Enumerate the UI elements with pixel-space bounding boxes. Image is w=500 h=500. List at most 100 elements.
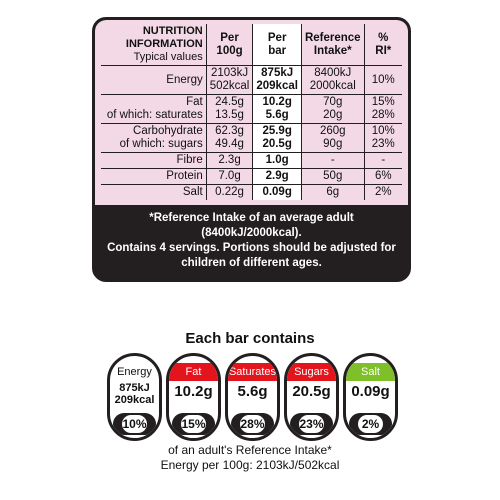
gda-footer: of an adult's Reference Intake* Energy p…	[0, 443, 500, 473]
traffic-light-name: Energy	[117, 366, 152, 378]
row-ri: 10% 23%	[363, 123, 402, 153]
table-row: Fat of which: saturates 24.5g 13.5g 10.2g 5…	[101, 94, 402, 124]
cell-line: 209kcal	[256, 80, 298, 92]
table-row: Protein 7.0g 2.9g 50g 6%	[101, 168, 402, 185]
row-label: Protein	[101, 168, 207, 185]
cell-line: 10%	[371, 73, 395, 86]
table-row: Carbohydrate of which: sugars 62.3g 49.4g …	[101, 123, 402, 153]
cell-line: 7.0g	[218, 170, 241, 182]
cell-line: -	[381, 154, 386, 166]
header-label-line: Typical values	[133, 51, 203, 63]
cell-line: 6%	[374, 170, 392, 182]
cell-line: 2000kcal	[309, 80, 356, 92]
row-perbar: 0.09g	[252, 184, 302, 200]
row-label: Energy	[101, 65, 207, 95]
traffic-light-value: 10.2g	[174, 383, 213, 400]
row-ref: 6g	[300, 184, 365, 200]
row-per100: 0.22g	[205, 184, 254, 200]
header-line: Intake*	[313, 44, 352, 57]
cell-line: 10.2g	[262, 96, 292, 108]
header-line: Reference	[304, 31, 361, 44]
header-line: RI*	[375, 44, 392, 57]
cell-line: 23%	[371, 138, 395, 150]
cell-line: 50g	[323, 170, 343, 182]
header-label-cell: NUTRITION INFORMATION Typical values	[101, 24, 207, 66]
cell-line: 1.0g	[265, 154, 289, 166]
traffic-light-pct-band: 28%	[231, 413, 274, 435]
footnote-line: *Reference Intake of an average adult (8…	[149, 212, 354, 239]
traffic-light-pct: 15%	[181, 415, 206, 433]
row-label: Fat of which: saturates	[101, 94, 207, 124]
table-row: Salt 0.22g 0.09g 6g 2%	[101, 184, 402, 200]
value-line: 209kcal	[114, 394, 155, 406]
row-perbar: 10.2g 5.6g	[252, 94, 302, 124]
row-label: Carbohydrate of which: sugars	[101, 123, 207, 153]
traffic-light-pct: 10%	[122, 415, 147, 433]
cell-line: 28%	[371, 109, 395, 121]
cell-line: 20g	[323, 109, 343, 121]
row-label: Salt	[101, 184, 207, 200]
row-label-line: Energy	[166, 73, 203, 86]
header-label-line: INFORMATION	[125, 38, 203, 50]
gda-footer-line: of an adult's Reference Intake*	[168, 443, 332, 457]
traffic-light-pct-band: 10%	[113, 413, 156, 435]
row-ri: 2%	[363, 184, 402, 200]
traffic-light-value: 5.6g	[237, 383, 268, 400]
cell-line: 49.4g	[215, 138, 244, 150]
header-perbar: Per bar	[252, 24, 302, 66]
traffic-light-energy: Energy 875kJ 209kcal 10%	[107, 353, 162, 441]
header-per100: Per 100g	[205, 24, 254, 66]
cell-line: 90g	[323, 138, 343, 150]
gda-heading: Each bar contains	[185, 330, 315, 347]
cell-line: 2%	[374, 186, 392, 198]
row-ri: 15% 28%	[363, 94, 402, 124]
traffic-light-pct: 28%	[240, 415, 265, 433]
cell-line: 2.3g	[218, 154, 241, 166]
traffic-light-fat: Fat 10.2g 15%	[166, 353, 221, 441]
cell-line: 25.9g	[262, 125, 292, 137]
traffic-light-pct: 2%	[358, 415, 383, 433]
nutrition-table-wrap: NUTRITION INFORMATION Typical values Per…	[95, 20, 408, 205]
header-line: %	[378, 31, 389, 44]
row-ri: 6%	[363, 168, 402, 185]
cell-line: 0.22g	[215, 186, 244, 198]
cell-line: -	[330, 154, 335, 166]
traffic-light-salt: Salt 0.09g 2%	[343, 353, 398, 441]
traffic-light-pct-band: 23%	[290, 413, 333, 435]
table-row: Energy 2103kJ 502kcal 875kJ 209kcal 8400kJ…	[101, 65, 402, 95]
table-row: Fibre 2.3g 1.0g - -	[101, 152, 402, 169]
cell-line: 24.5g	[215, 96, 244, 108]
row-ref: 8400kJ 2000kcal	[300, 65, 365, 95]
row-label-line: Salt	[182, 186, 203, 198]
header-line: bar	[268, 44, 287, 57]
nutrition-table: NUTRITION INFORMATION Typical values Per…	[101, 24, 402, 200]
cell-line: 502kcal	[209, 80, 250, 92]
row-perbar: 2.9g	[252, 168, 302, 185]
header-ref: Reference Intake*	[300, 24, 365, 66]
row-label-line: Fibre	[176, 154, 203, 166]
traffic-light-value: 875kJ 209kcal	[110, 382, 159, 406]
traffic-light-pct: 23%	[299, 415, 324, 433]
header-line: 100g	[216, 44, 243, 57]
cell-line: 13.5g	[215, 109, 244, 121]
row-ref: 50g	[300, 168, 365, 185]
cell-line: 875kJ	[261, 67, 294, 79]
traffic-light-pct-band: 15%	[172, 413, 215, 435]
row-perbar: 25.9g 20.5g	[252, 123, 302, 153]
cell-line: 8400kJ	[314, 67, 352, 79]
header-label-line: NUTRITION	[142, 25, 203, 37]
row-label-line: Protein	[166, 170, 203, 182]
footnote-line: Contains 4 servings. Portions should be …	[107, 242, 396, 254]
cell-line: 6g	[326, 186, 340, 198]
cell-line: 2.9g	[265, 170, 289, 182]
reference-intake-footnote: *Reference Intake of an average adult (8…	[95, 205, 408, 279]
cell-line: 10%	[371, 125, 395, 137]
cell-line: 0.09g	[262, 186, 292, 198]
cell-line: 20.5g	[262, 138, 292, 150]
traffic-light-name: Fat	[169, 363, 218, 381]
row-per100: 62.3g 49.4g	[205, 123, 254, 153]
traffic-light-name: Salt	[346, 363, 395, 381]
row-per100: 2.3g	[205, 152, 254, 169]
cell-line: 62.3g	[215, 125, 244, 137]
row-ref: -	[300, 152, 365, 169]
